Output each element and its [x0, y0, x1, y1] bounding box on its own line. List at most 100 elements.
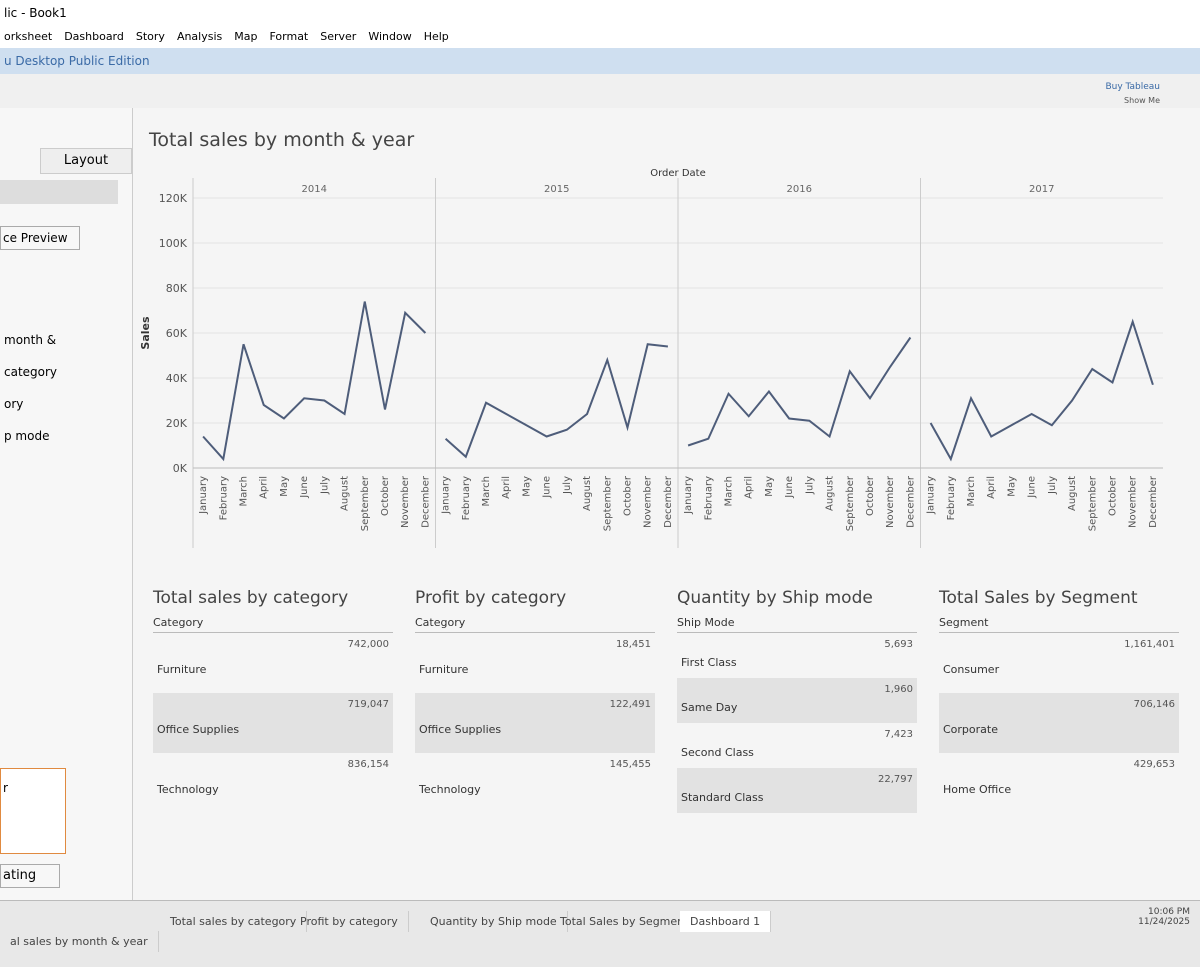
table-row: Consumer 1,161,401: [939, 633, 1179, 693]
table-header: Ship Mode: [677, 616, 917, 633]
table-title: Quantity by Ship mode: [677, 588, 873, 608]
y-tick-label: 100K: [159, 237, 188, 250]
dashboard-tab[interactable]: Dashboard 1: [680, 911, 772, 932]
x-tick-label: November: [885, 475, 896, 528]
menu-item[interactable]: Format: [269, 30, 309, 43]
table: Total sales by category Category Furniture…: [153, 588, 393, 813]
year-header: 2014: [302, 184, 327, 195]
x-tick-label: May: [1006, 476, 1017, 497]
table-row: Technology 836,154: [153, 753, 393, 813]
menu-item[interactable]: Story: [135, 30, 165, 43]
row-value: 429,653: [1133, 759, 1175, 770]
chart-title: Total sales by month & year: [148, 129, 414, 151]
menu-item[interactable]: Help: [423, 30, 449, 43]
table-header: Category: [415, 616, 655, 633]
menu-item[interactable]: Analysis: [176, 30, 223, 43]
row-value: 122,491: [609, 699, 651, 710]
clock: 10:06 PM 11/24/2025: [1138, 907, 1190, 927]
sales-line: [929, 318, 1154, 462]
row-value: 1,960: [884, 684, 913, 695]
sheet-item[interactable]: month &: [4, 333, 57, 347]
toolbar: Buy Tableau Show Me: [0, 74, 1200, 109]
sales-line: [687, 336, 912, 447]
x-tick-label: October: [380, 475, 391, 516]
sheet-item[interactable]: p mode: [4, 429, 50, 443]
floating-button[interactable]: ating: [0, 864, 60, 888]
list-item: r: [3, 781, 8, 795]
table-row: First Class 5,693: [677, 633, 917, 678]
dashboard: Total sales by month & year Order Date Sal…: [133, 108, 1200, 900]
menu-bar: orksheet Dashboard Story Analysis Map Format S…: [0, 26, 1200, 48]
table-row: Second Class 7,423: [677, 723, 917, 768]
x-tick-label: July: [319, 476, 330, 495]
menu-item[interactable]: Window: [368, 30, 412, 43]
row-value: 5,693: [884, 639, 913, 650]
sheet-item[interactable]: ory: [4, 397, 24, 411]
x-tick-label: April: [501, 476, 512, 499]
y-tick-label: 120K: [159, 192, 188, 205]
show-me[interactable]: Show Me: [1124, 96, 1160, 105]
dashboard-tab[interactable]: Total sales by category: [160, 911, 308, 932]
clock-date: 11/24/2025: [1138, 917, 1190, 927]
table-row: Office Supplies 719,047: [153, 693, 393, 753]
x-tick-label: November: [643, 475, 654, 528]
dashboard-tab[interactable]: Profit by category: [290, 911, 409, 932]
dashboard-tab[interactable]: Total Sales by Segment: [550, 911, 700, 932]
x-tick-label: June: [542, 476, 553, 499]
table-row: Office Supplies 122,491: [415, 693, 655, 753]
x-tick-label: August: [340, 476, 351, 511]
x-tick-label: March: [481, 476, 492, 506]
x-tick-label: October: [1107, 475, 1118, 516]
menu-item[interactable]: Server: [320, 30, 357, 43]
x-tick-label: September: [845, 475, 856, 531]
tab-bar: 10:06 PM 11/24/2025 al sales by month & …: [0, 900, 1200, 967]
x-tick-label: January: [441, 476, 452, 515]
x-tick-label: June: [784, 476, 795, 499]
sheet-tab[interactable]: al sales by month & year: [0, 931, 159, 952]
table: Total Sales by Segment Segment Consumer 1,1…: [939, 588, 1179, 813]
dashboard-tab[interactable]: Quantity by Ship mode: [420, 911, 568, 932]
x-tick-label: February: [461, 476, 472, 520]
menu-item[interactable]: Map: [234, 30, 258, 43]
row-value: 1,161,401: [1124, 639, 1175, 650]
x-tick-label: March: [966, 476, 977, 506]
x-tick-label: August: [582, 476, 593, 511]
y-tick-label: 0K: [173, 462, 188, 475]
row-value: 145,455: [609, 759, 651, 770]
table-header: Segment: [939, 616, 1179, 633]
row-label: Same Day: [681, 700, 738, 714]
sales-line: [202, 301, 427, 462]
x-tick-label: March: [724, 476, 735, 506]
y-axis-title: Sales: [139, 316, 152, 350]
x-tick-label: July: [804, 476, 815, 495]
buy-link[interactable]: Buy Tableau: [1105, 82, 1160, 92]
y-tick-label: 80K: [166, 282, 188, 295]
year-header: 2016: [787, 184, 812, 195]
x-tick-label: May: [764, 476, 775, 497]
table-row: Same Day 1,960: [677, 678, 917, 723]
row-label: Office Supplies: [157, 723, 240, 736]
row-label: Furniture: [419, 663, 469, 676]
row-label: Second Class: [681, 745, 754, 759]
x-tick-label: March: [239, 476, 250, 506]
table-row: Technology 145,455: [415, 753, 655, 813]
x-tick-label: February: [218, 476, 229, 520]
row-value: 836,154: [347, 759, 389, 770]
table-title: Profit by category: [415, 588, 567, 608]
x-tick-label: August: [1067, 476, 1078, 511]
x-tick-label: December: [1148, 475, 1159, 528]
menu-item[interactable]: Dashboard: [64, 30, 124, 43]
clock-time: 10:06 PM: [1148, 907, 1190, 917]
table: Quantity by Ship mode Ship Mode First Clas…: [677, 588, 917, 813]
menu-item[interactable]: orksheet: [4, 30, 53, 43]
sheet-item[interactable]: category: [4, 365, 58, 379]
line-chart: Total sales by month & year Order Date Sal…: [139, 129, 1163, 548]
row-label: Home Office: [943, 783, 1012, 796]
row-value: 22,797: [878, 774, 913, 785]
x-tick-label: October: [865, 475, 876, 516]
x-tick-label: October: [622, 475, 633, 516]
y-tick-label: 20K: [166, 417, 188, 430]
preview-button[interactable]: ce Preview: [0, 226, 80, 250]
layout-tab[interactable]: Layout: [40, 148, 132, 174]
